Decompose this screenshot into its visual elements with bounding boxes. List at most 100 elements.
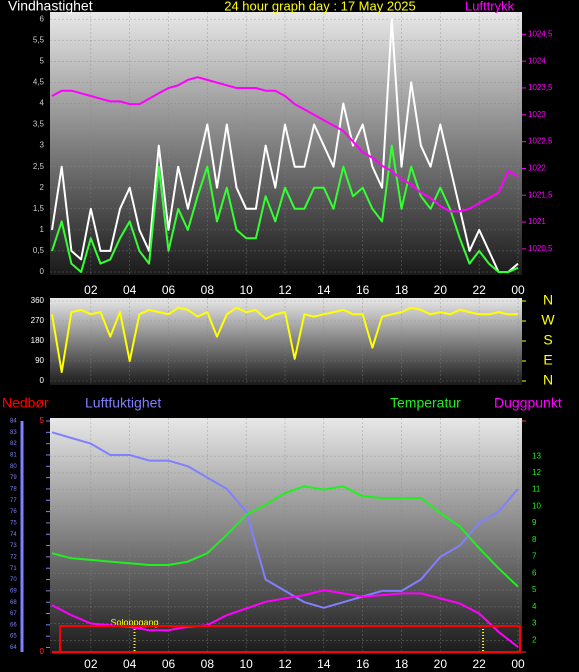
x-tick-label: 06 <box>162 283 176 297</box>
y-tick-label: 82 <box>10 441 17 447</box>
y2-tick-label: N <box>543 292 553 308</box>
y-tick-label: 77 <box>10 498 17 504</box>
y2-tick-label: 1024,5 <box>528 29 553 38</box>
series-line <box>51 144 519 273</box>
plot-background <box>50 418 522 654</box>
x-tick-label: 14 <box>317 657 331 671</box>
legend-entry: Temperatur <box>390 395 461 411</box>
x-tick-label: 16 <box>356 657 370 671</box>
x-tick-label: 00 <box>511 283 525 297</box>
y-tick-label: 1 <box>40 225 45 234</box>
y2-tick-label: N <box>543 372 553 388</box>
y-tick-label: 72 <box>10 554 17 560</box>
y2-tick-label: 1022,5 <box>528 137 553 146</box>
x-tick-label: 20 <box>434 283 448 297</box>
y-tick-label: 360 <box>31 296 45 305</box>
y2-tick-label: 8 <box>532 535 537 544</box>
chart-title: 24 hour graph day : 17 May 2025 <box>224 0 416 13</box>
y-tick-label: 83 <box>10 430 17 436</box>
x-tick-label: 14 <box>317 283 331 297</box>
y2-tick-label: 12 <box>532 468 541 477</box>
legend-entry: Duggpunkt <box>494 395 562 411</box>
x-tick-label: 16 <box>356 283 370 297</box>
y-tick-label: 1,5 <box>33 204 45 213</box>
y-tick-label: 70 <box>10 577 17 583</box>
y-tick-label: 67 <box>10 611 17 617</box>
x-tick-label: 22 <box>472 283 486 297</box>
series-line <box>51 18 519 273</box>
annotation: Soloppgang <box>110 617 158 627</box>
x-tick-label: 22 <box>472 657 486 671</box>
y-tick-label: 2 <box>40 183 45 192</box>
y2-tick-label: 4 <box>532 602 537 611</box>
y2-tick-label: 6 <box>532 568 537 577</box>
y2-tick-label: 1021,5 <box>528 190 553 199</box>
y-tick-label: 5 <box>40 56 45 65</box>
y2-tick-label: 13 <box>532 451 541 460</box>
y-tick-label: 270 <box>31 316 45 325</box>
y2-tick-label: 3 <box>532 619 537 628</box>
x-tick-label: 06 <box>162 657 176 671</box>
plot-background <box>50 298 522 385</box>
y-tick-label: 0,5 <box>33 246 45 255</box>
y-tick-label: 2,5 <box>33 162 45 171</box>
y2-tick-label: 1024 <box>528 56 546 65</box>
x-tick-label: 18 <box>395 657 409 671</box>
y2-tick-label: 1020,5 <box>528 244 553 253</box>
y-tick-label: 64 <box>10 645 17 651</box>
y2-tick-label: W <box>541 312 555 328</box>
y2-tick-label: 1022 <box>528 164 546 173</box>
y-tick-label: 3 <box>40 141 45 150</box>
y-tick-label: 69 <box>10 588 17 594</box>
y-tick-label: 4,5 <box>33 78 45 87</box>
y-axis-label: Vindhastighet <box>8 0 93 14</box>
y2-tick-label: 11 <box>532 485 541 494</box>
x-tick-label: 12 <box>278 657 292 671</box>
y-tick-label: 3,5 <box>33 120 45 129</box>
plot-background <box>50 12 522 275</box>
series-line <box>51 431 519 609</box>
x-tick-label: 02 <box>84 283 98 297</box>
y-tick-label: 0 <box>40 376 45 385</box>
x-tick-label: 20 <box>434 657 448 671</box>
y-tick-label: 74 <box>10 532 17 538</box>
y2-tick-label: 9 <box>532 518 537 527</box>
x-tick-label: 04 <box>123 283 137 297</box>
x-tick-label: 04 <box>123 657 137 671</box>
y3-tick-label: 0 <box>40 647 45 656</box>
y2-tick-label: E <box>543 352 552 368</box>
sun-box <box>59 625 521 653</box>
x-tick-label: 00 <box>511 657 525 671</box>
x-tick-label: 18 <box>395 283 409 297</box>
y2-tick-label: 1023,5 <box>528 83 553 92</box>
y-tick-label: 76 <box>10 509 17 515</box>
y-tick-label: 84 <box>10 419 17 425</box>
y2-tick-label: S <box>543 332 552 348</box>
x-tick-label: 12 <box>278 283 292 297</box>
y2-tick-label: 10 <box>532 501 541 510</box>
y-tick-label: 79 <box>10 475 17 481</box>
x-tick-label: 08 <box>201 657 215 671</box>
y-tick-label: 80 <box>10 464 17 470</box>
x-tick-label: 08 <box>201 283 215 297</box>
y-tick-label: 6 <box>40 14 45 23</box>
y2-tick-label: 1021 <box>528 217 546 226</box>
y-tick-label: 65 <box>10 634 17 640</box>
x-tick-label: 10 <box>239 283 253 297</box>
y2-tick-label: 2 <box>532 635 537 644</box>
y-tick-label: 81 <box>10 453 17 459</box>
y2-axis-label: Lufttrykk <box>465 0 515 13</box>
y-tick-label: 68 <box>10 600 17 606</box>
legend-entry: Luftfuktighet <box>85 395 161 411</box>
y-tick-label: 4 <box>40 99 45 108</box>
y-tick-label: 75 <box>10 520 17 526</box>
y-tick-label: 66 <box>10 622 17 628</box>
legend-entry: Nedbør <box>2 395 49 411</box>
y2-tick-label: 7 <box>532 552 537 561</box>
y-tick-label: 180 <box>31 336 45 345</box>
series-line <box>51 485 519 588</box>
series-line <box>51 306 518 374</box>
y-tick-label: 90 <box>35 356 44 365</box>
